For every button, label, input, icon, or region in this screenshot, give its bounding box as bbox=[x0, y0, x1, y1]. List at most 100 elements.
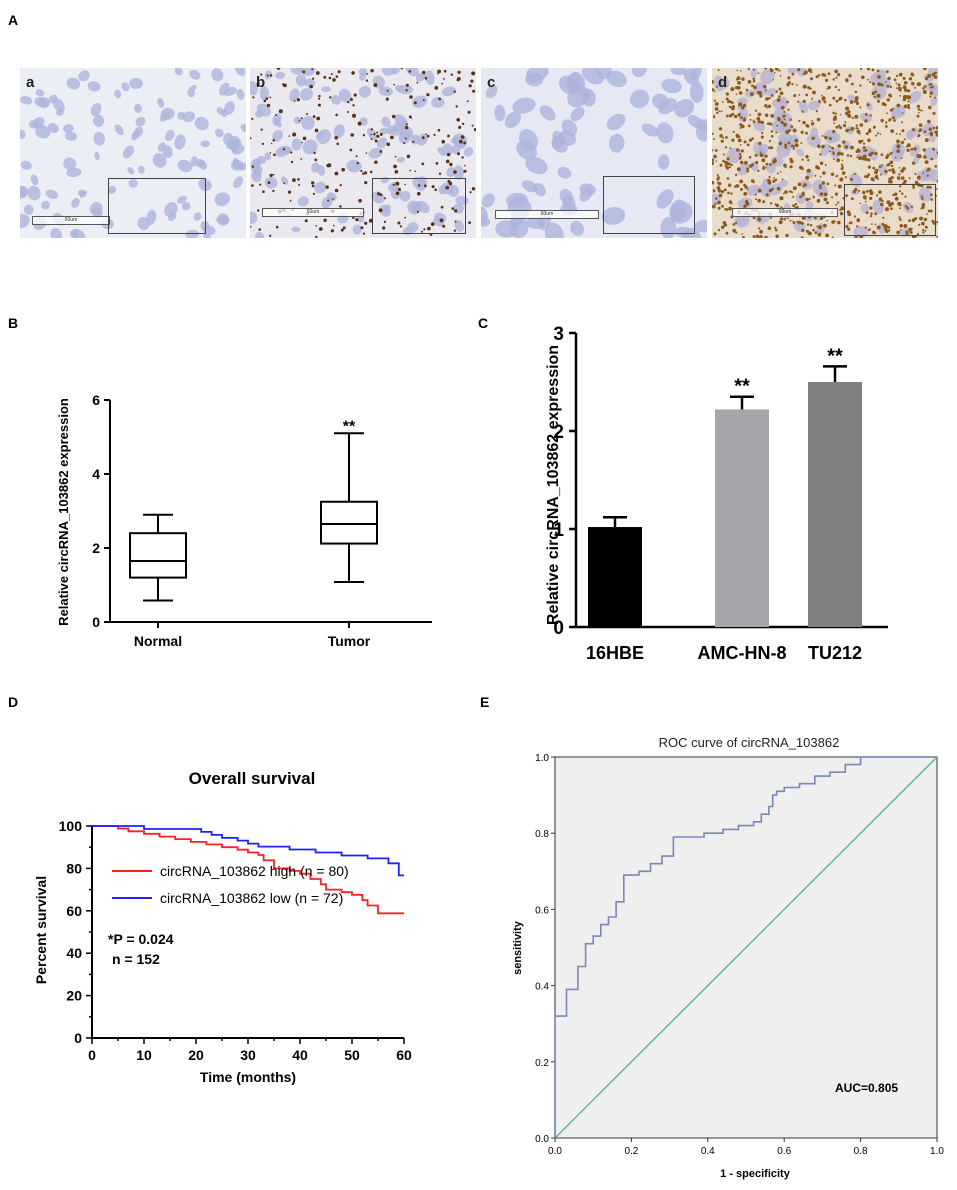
stain-dot bbox=[860, 68, 863, 70]
stain-dot bbox=[743, 204, 747, 208]
stain-dot bbox=[911, 235, 916, 238]
stain-dot bbox=[800, 221, 804, 225]
stain-dot bbox=[712, 80, 714, 84]
nucleus bbox=[195, 158, 205, 168]
stain-dot bbox=[772, 79, 774, 81]
nucleus bbox=[272, 129, 283, 142]
stain-dot bbox=[835, 175, 837, 178]
stain-dot bbox=[814, 231, 818, 235]
stain-dot bbox=[932, 111, 936, 115]
stain-dot bbox=[877, 75, 881, 79]
stain-dot bbox=[780, 120, 784, 124]
nucleus bbox=[167, 212, 177, 222]
stain-dot bbox=[928, 127, 932, 131]
stain-dot bbox=[460, 135, 465, 139]
stain-dot bbox=[859, 84, 862, 87]
nucleus bbox=[682, 227, 702, 238]
stain-dot bbox=[851, 116, 854, 120]
stain-dot bbox=[887, 76, 891, 81]
stain-dot bbox=[806, 168, 811, 173]
stain-dot bbox=[748, 138, 753, 142]
y-tick-label: 0 bbox=[92, 614, 100, 630]
nucleus bbox=[570, 220, 584, 236]
nucleus bbox=[250, 211, 258, 224]
stain-dot bbox=[306, 113, 308, 115]
stain-dots bbox=[712, 68, 938, 238]
stain-dot bbox=[386, 89, 389, 92]
stain-dot bbox=[899, 229, 902, 231]
stain-dot bbox=[837, 184, 842, 189]
nucleus bbox=[297, 196, 309, 207]
nucleus bbox=[450, 136, 461, 144]
stain-dot bbox=[896, 176, 901, 180]
stain-dot bbox=[269, 96, 272, 99]
nucleus bbox=[910, 144, 921, 157]
stain-dot bbox=[802, 191, 805, 195]
x-tick-label: TU212 bbox=[808, 643, 862, 663]
stain-dot bbox=[809, 224, 813, 227]
stain-dot bbox=[834, 85, 837, 89]
stain-dot bbox=[809, 87, 812, 90]
stain-dot bbox=[759, 94, 763, 98]
stain-dot bbox=[736, 167, 741, 172]
stain-dot bbox=[824, 164, 827, 167]
stain-dot bbox=[712, 204, 716, 209]
boxes bbox=[129, 432, 378, 602]
stain-dot bbox=[339, 184, 342, 187]
stain-dot bbox=[765, 193, 769, 197]
stain-dot bbox=[727, 99, 732, 104]
stain-dot bbox=[898, 173, 901, 176]
stain-dot bbox=[773, 72, 776, 74]
stain-dot bbox=[721, 204, 724, 208]
nucleus bbox=[441, 86, 456, 97]
stain-dot bbox=[471, 187, 476, 191]
nucleus bbox=[41, 200, 50, 210]
stain-dot bbox=[863, 142, 866, 145]
nucleus bbox=[769, 183, 783, 196]
stain-dot bbox=[757, 90, 761, 95]
stain-dot bbox=[861, 139, 864, 142]
nucleus bbox=[94, 151, 100, 161]
stain-dot bbox=[821, 181, 826, 185]
stain-dot bbox=[903, 104, 908, 109]
stain-dot bbox=[453, 229, 457, 232]
stain-dot bbox=[819, 175, 822, 178]
stain-dot bbox=[731, 112, 735, 116]
stain-dot bbox=[849, 154, 853, 158]
stain-dot bbox=[890, 129, 893, 132]
stain-dot bbox=[907, 104, 910, 107]
stain-dot bbox=[844, 176, 847, 179]
stain-dot bbox=[804, 70, 808, 75]
stain-dot bbox=[712, 115, 716, 119]
stain-dot bbox=[282, 148, 285, 151]
bar-annotation: ** bbox=[734, 376, 750, 398]
stain-dot bbox=[854, 114, 859, 119]
stain-dot bbox=[866, 78, 869, 81]
stain-dot bbox=[867, 138, 871, 143]
stain-dot bbox=[812, 228, 815, 232]
stain-dot bbox=[443, 69, 447, 73]
stain-dot bbox=[761, 153, 764, 156]
stain-dot bbox=[362, 232, 366, 235]
stain-dot bbox=[792, 186, 797, 191]
stain-dot bbox=[786, 100, 789, 104]
stain-dot bbox=[414, 170, 417, 173]
stain-dot bbox=[760, 120, 764, 124]
stain-dot bbox=[926, 185, 930, 189]
nucleus bbox=[20, 160, 32, 170]
nucleus bbox=[234, 68, 246, 77]
stain-dot bbox=[298, 119, 301, 122]
stain-dot bbox=[365, 79, 369, 82]
stain-dot bbox=[443, 78, 445, 80]
stain-dot bbox=[759, 113, 762, 115]
stain-dot bbox=[901, 112, 904, 114]
stain-dot bbox=[754, 193, 757, 196]
stain-dot bbox=[802, 185, 805, 188]
stain-dot bbox=[906, 206, 910, 210]
stain-dot bbox=[810, 122, 815, 126]
stain-dot bbox=[717, 206, 721, 210]
panel-label-c: C bbox=[478, 315, 489, 331]
nucleus bbox=[519, 129, 538, 151]
stain-dot bbox=[927, 74, 931, 78]
stain-dot bbox=[818, 144, 820, 147]
